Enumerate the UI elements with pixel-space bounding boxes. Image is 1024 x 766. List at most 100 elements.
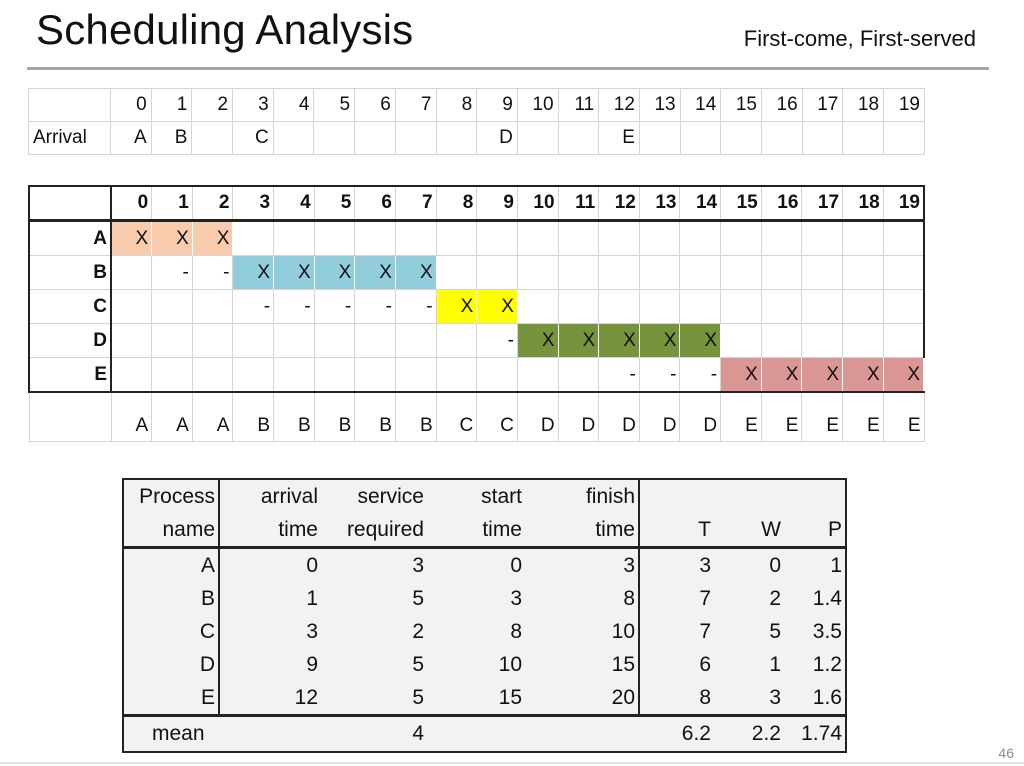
- slide-subtitle: First-come, First-served: [743, 26, 976, 51]
- time-tick: 18: [842, 185, 884, 222]
- sequence-cell: E: [801, 392, 844, 442]
- arrival-cell: [516, 121, 559, 155]
- sequence-cell: E: [882, 392, 925, 442]
- time-tick: 5: [313, 88, 356, 122]
- empty-cell: [679, 289, 722, 324]
- time-tick: 5: [313, 185, 356, 222]
- time-tick: 16: [760, 185, 803, 222]
- time-tick: 9: [476, 88, 518, 122]
- time-tick: 12: [598, 88, 640, 122]
- time-tick: 14: [679, 185, 722, 222]
- empty-cell: [557, 357, 600, 393]
- empty-cell: [516, 220, 559, 256]
- empty-cell: [354, 357, 396, 393]
- empty-cell: [760, 289, 803, 324]
- empty-cell: [801, 255, 844, 290]
- column-header: arrival: [260, 484, 318, 508]
- stats-row-C: C 3 2 8 10 7 5 3.5: [123, 615, 846, 648]
- empty-cell: [273, 220, 315, 256]
- arrival-cell: 1: [306, 586, 318, 610]
- time-tick: 10: [516, 88, 559, 122]
- T-cell: 7: [699, 586, 711, 610]
- empty-cell: [394, 323, 437, 358]
- sequence-cell: A: [151, 392, 193, 442]
- time-tick: 0: [110, 185, 153, 222]
- empty-cell: [435, 323, 478, 358]
- service-cell: 3: [412, 553, 424, 577]
- time-tick: 1: [150, 88, 193, 122]
- running-cell: X: [842, 357, 884, 393]
- arrival-cell: [191, 121, 234, 155]
- arrival-cell: [272, 121, 315, 155]
- arrival-cell: D: [476, 121, 518, 155]
- W-cell: 5: [769, 619, 781, 643]
- column-header: required: [321, 513, 427, 549]
- finish-cell: 20: [525, 681, 640, 717]
- column-header: T: [639, 513, 714, 549]
- empty-cell: [516, 255, 559, 290]
- W-cell: 0: [769, 553, 781, 577]
- empty-cell: [679, 255, 722, 290]
- empty-cell: [476, 255, 518, 290]
- sequence-cell: E: [760, 392, 803, 442]
- waiting-cell: -: [598, 357, 640, 393]
- time-tick: 11: [557, 88, 600, 122]
- sequence-cell: D: [557, 392, 600, 442]
- empty-cell: [842, 255, 884, 290]
- empty-cell: [801, 220, 844, 256]
- arrival-cell: [761, 121, 803, 155]
- sequence-cell: B: [273, 392, 315, 442]
- time-tick: 13: [638, 185, 681, 222]
- empty-cell: [476, 357, 518, 393]
- name-cell: C: [123, 615, 220, 648]
- mean-T: 6.2: [681, 722, 711, 745]
- arrival-cell: [394, 121, 437, 155]
- start-cell: 3: [510, 586, 522, 610]
- empty-cell: [760, 220, 803, 256]
- empty-cell: [394, 357, 437, 393]
- column-header: [784, 479, 846, 513]
- empty-cell: [557, 289, 600, 324]
- sequence-cell: A: [110, 392, 153, 442]
- empty-cell: [313, 357, 356, 393]
- running-cell: X: [679, 323, 721, 358]
- column-header: Process: [123, 479, 220, 513]
- empty-cell: [354, 323, 396, 358]
- running-cell: X: [639, 323, 680, 358]
- empty-cell: [273, 357, 315, 393]
- corner-cell: [28, 185, 112, 222]
- time-tick: 3: [232, 185, 275, 222]
- arrival-cell: 0: [306, 553, 318, 577]
- empty-cell: [516, 357, 559, 393]
- name-cell: E: [123, 681, 220, 717]
- stats-row-D: D 9 5 10 15 6 1 1.2: [123, 648, 846, 681]
- arrival-row-label: Arrival: [28, 121, 111, 155]
- W-cell: 1: [769, 652, 781, 676]
- P-cell: 3.5: [812, 619, 842, 643]
- running-cell: X: [314, 255, 355, 290]
- empty-cell: [801, 289, 844, 324]
- name-cell: A: [123, 547, 220, 582]
- time-tick: 15: [720, 88, 762, 122]
- gantt-header-row: 0 1 2 3 4 5 6 7 8 9 10 11 12 13 14 15 16 17 18 19: [28, 185, 925, 222]
- time-tick: 0: [110, 88, 152, 122]
- time-tick: 14: [679, 88, 722, 122]
- arrival-cell: [638, 121, 681, 155]
- stats-row-E: E 12 5 15 20 8 3 1.6: [123, 681, 846, 717]
- finish-cell: 10: [525, 615, 640, 648]
- empty-cell: [557, 255, 600, 290]
- running-cell: X: [883, 357, 924, 393]
- running-cell: X: [761, 357, 802, 393]
- sequence-cell: C: [476, 392, 518, 442]
- empty-cell: [232, 357, 275, 393]
- arrival-cell: [679, 121, 722, 155]
- running-cell: X: [354, 255, 396, 290]
- waiting-cell: -: [191, 255, 234, 290]
- mean-W: 2.2: [751, 722, 781, 745]
- empty-cell: [882, 323, 925, 358]
- W-cell: 3: [714, 681, 784, 717]
- empty-cell: [598, 255, 640, 290]
- sequence-cell: D: [598, 392, 640, 442]
